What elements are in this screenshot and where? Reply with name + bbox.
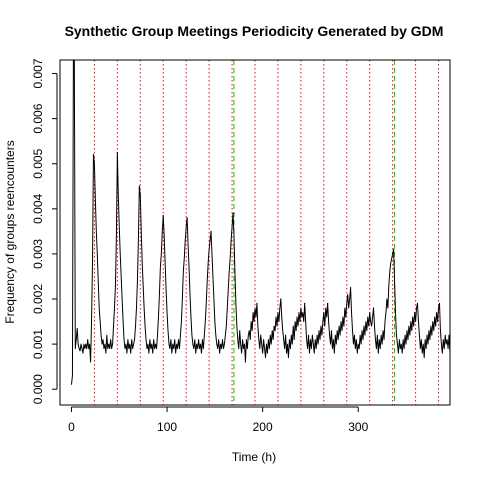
x-axis-label: Time (h): [232, 450, 276, 464]
y-tick-label-5: 0.005: [31, 148, 45, 178]
x-tick-label-1: 100: [157, 420, 177, 434]
series-line-0: [70, 59, 451, 385]
y-tick-label-2: 0.002: [31, 284, 45, 314]
peak-point-7: [256, 302, 258, 305]
x-tick-label-2: 200: [253, 420, 273, 434]
x-tick-label-0: 0: [68, 420, 75, 434]
peak-point-8: [280, 298, 282, 300]
peak-point-13: [393, 248, 395, 251]
y-tick-label-6: 0.006: [31, 103, 45, 133]
data-series: [70, 59, 451, 385]
peak-point-0: [92, 154, 95, 156]
y-tick-label-0: 0.000: [31, 374, 45, 404]
peak-point-5: [210, 230, 212, 232]
y-tick-label-1: 0.001: [31, 329, 45, 359]
y-tick-label-7: 0.007: [31, 58, 45, 88]
peak-point-11: [349, 287, 352, 289]
peak-point-12: [372, 307, 375, 309]
peak-point-10: [327, 302, 329, 305]
peak-point-2: [138, 185, 140, 187]
x-axis: 0 100 200 300: [68, 406, 369, 434]
plot-frame: [59, 59, 451, 406]
y-tick-label-4: 0.004: [31, 193, 45, 223]
y-axis: 0.000 0.001 0.002 0.003 0.004 0.005 0.006 0.007: [31, 58, 58, 404]
peak-point-4: [186, 217, 188, 219]
x-tick-label-3: 300: [348, 420, 368, 434]
y-tick-label-3: 0.003: [31, 239, 45, 269]
y-axis-label: Frequency of groups reencounters: [3, 140, 17, 323]
peak-point-15: [438, 302, 441, 305]
peak-point-6: [233, 212, 235, 214]
chart-title: Synthetic Group Meetings Periodicity Gen…: [65, 23, 444, 39]
peak-point-1: [116, 151, 118, 154]
peak-point-9: [304, 302, 306, 305]
peak-point-14: [416, 302, 419, 305]
peak-point-3: [162, 214, 164, 217]
